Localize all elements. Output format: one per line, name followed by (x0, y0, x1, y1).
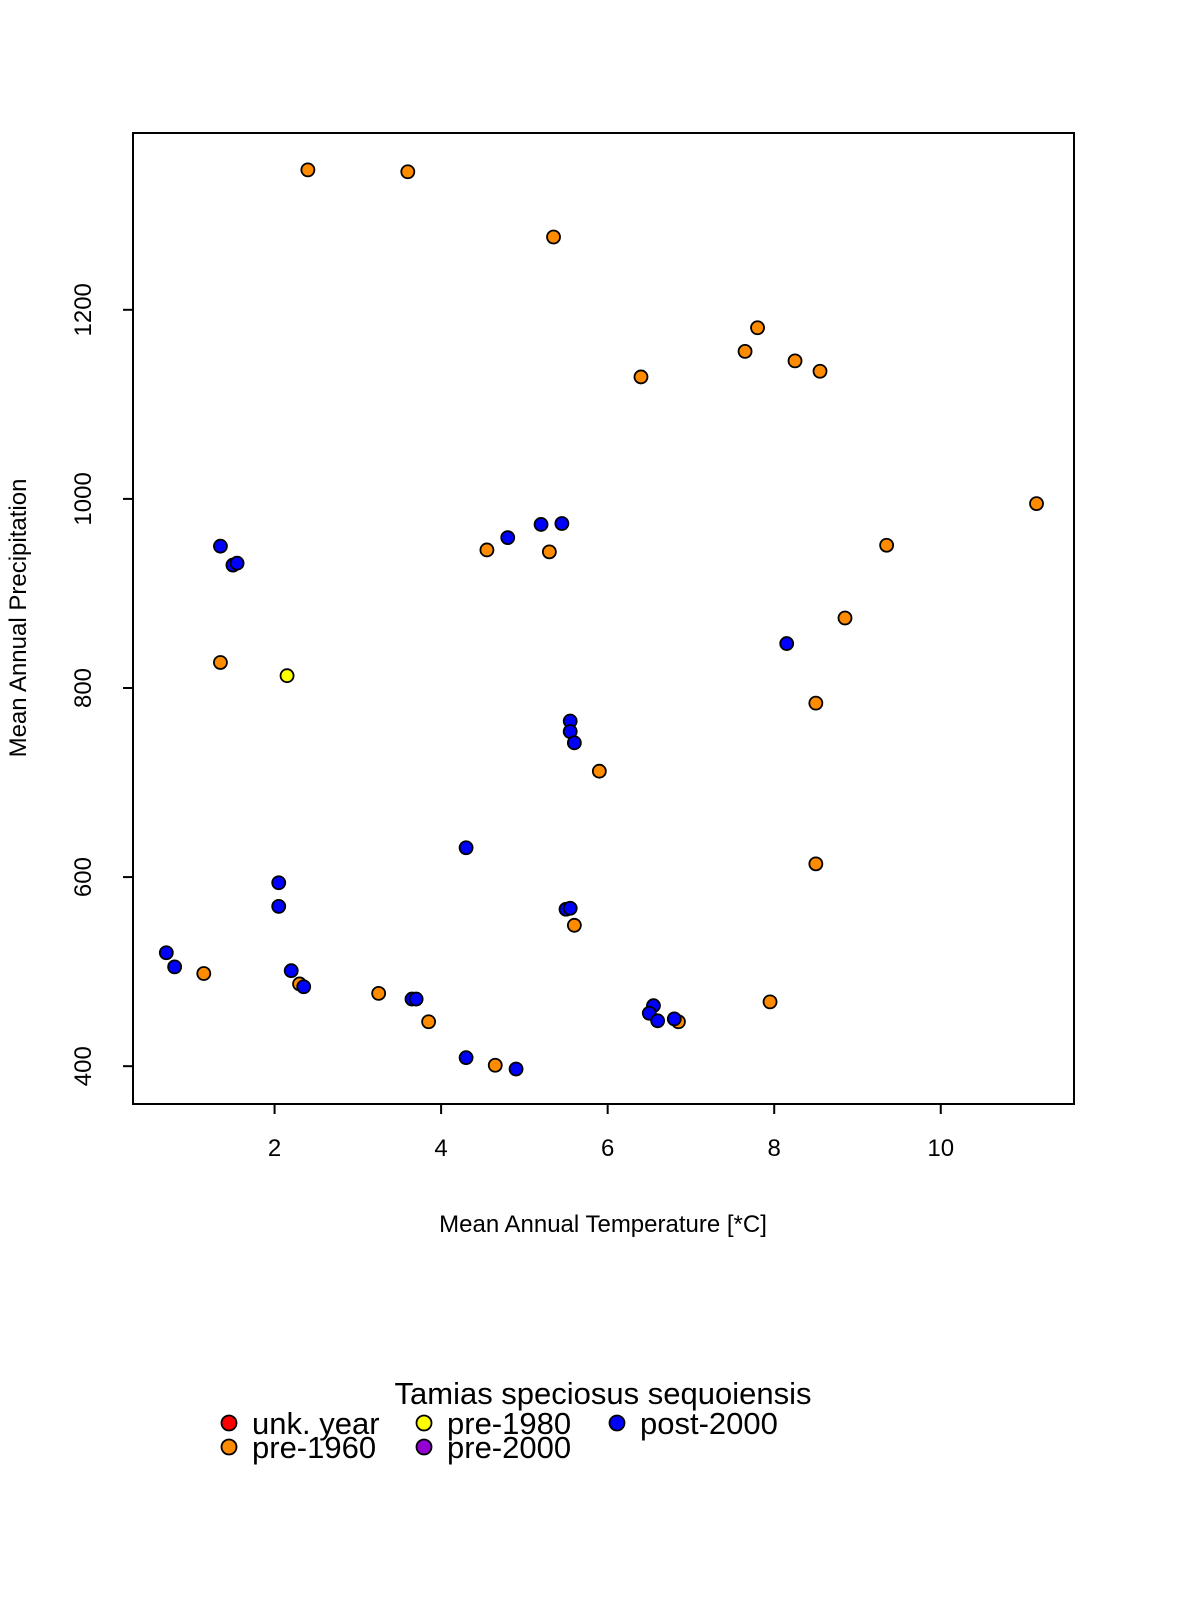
legend-entry-label: pre-2000 (447, 1430, 571, 1465)
y-tick-label: 1000 (70, 472, 97, 525)
data-point (487, 1057, 503, 1073)
data-point (279, 668, 295, 684)
data-point (591, 763, 607, 779)
data-point (808, 695, 824, 711)
y-tick-label: 800 (70, 668, 97, 708)
data-point (196, 966, 212, 981)
legend: Tamias speciosus sequoiensis unk. yearpr… (220, 1376, 812, 1465)
plot-frame (132, 132, 1075, 1105)
data-point (633, 369, 649, 385)
data-point (296, 979, 312, 995)
x-tick-label: 10 (927, 1135, 954, 1162)
data-point (566, 917, 582, 933)
legend-title: Tamias speciosus sequoiensis (395, 1376, 812, 1411)
data-point (566, 735, 582, 751)
data-point (408, 991, 424, 1007)
legend-entry-label: pre-1960 (252, 1430, 376, 1465)
y-tick-label: 600 (70, 857, 97, 897)
data-point (271, 898, 287, 914)
data-point (283, 963, 299, 979)
x-axis: 2 4 6 8 10 (268, 1104, 954, 1162)
x-tick-label: 4 (434, 1135, 447, 1162)
legend-marker (220, 1414, 238, 1432)
y-tick-label: 400 (70, 1046, 97, 1086)
x-tick-label: 8 (768, 1135, 781, 1162)
data-point (787, 353, 803, 369)
x-axis-label: Mean Annual Temperature [*C] (439, 1211, 767, 1238)
data-point (508, 1061, 524, 1077)
data-point (546, 229, 561, 245)
data-point (879, 537, 895, 553)
data-point (229, 555, 245, 571)
data-point (562, 900, 578, 916)
y-tick-label: 1200 (70, 283, 97, 336)
data-point (213, 655, 228, 670)
y-axis-label: Mean Annual Precipitation (5, 479, 32, 758)
data-points (158, 162, 1044, 1077)
data-point (1029, 496, 1044, 512)
data-point (666, 1011, 682, 1027)
data-point (650, 1013, 666, 1029)
legend-entry-label: post-2000 (640, 1406, 778, 1441)
x-tick-label: 6 (601, 1135, 614, 1162)
data-point (167, 959, 183, 975)
data-point (458, 1050, 474, 1066)
data-point (213, 538, 228, 554)
data-point (158, 945, 174, 961)
data-point (779, 636, 795, 651)
data-point (479, 542, 495, 558)
data-point (837, 610, 853, 626)
y-axis: 400 600 800 1000 1200 (70, 283, 133, 1086)
data-point (762, 994, 778, 1010)
legend-entry-label: pre-1980 (447, 1406, 571, 1441)
data-point (271, 875, 287, 891)
data-point (533, 517, 549, 532)
data-point (541, 544, 557, 560)
data-point (421, 1014, 437, 1030)
data-point (400, 164, 416, 180)
data-point (812, 363, 828, 379)
data-point (554, 516, 570, 531)
legend-marker (220, 1438, 238, 1456)
legend-marker (608, 1414, 626, 1432)
data-point (458, 840, 474, 856)
data-point (750, 320, 765, 336)
data-point (737, 344, 753, 359)
legend-marker (415, 1438, 433, 1456)
legend-entry-label: unk. year (252, 1406, 380, 1441)
data-point (371, 985, 387, 1001)
data-point (500, 530, 516, 546)
data-point (808, 856, 824, 872)
legend-marker (415, 1414, 433, 1432)
x-tick-label: 2 (268, 1135, 281, 1162)
data-point (300, 162, 316, 178)
